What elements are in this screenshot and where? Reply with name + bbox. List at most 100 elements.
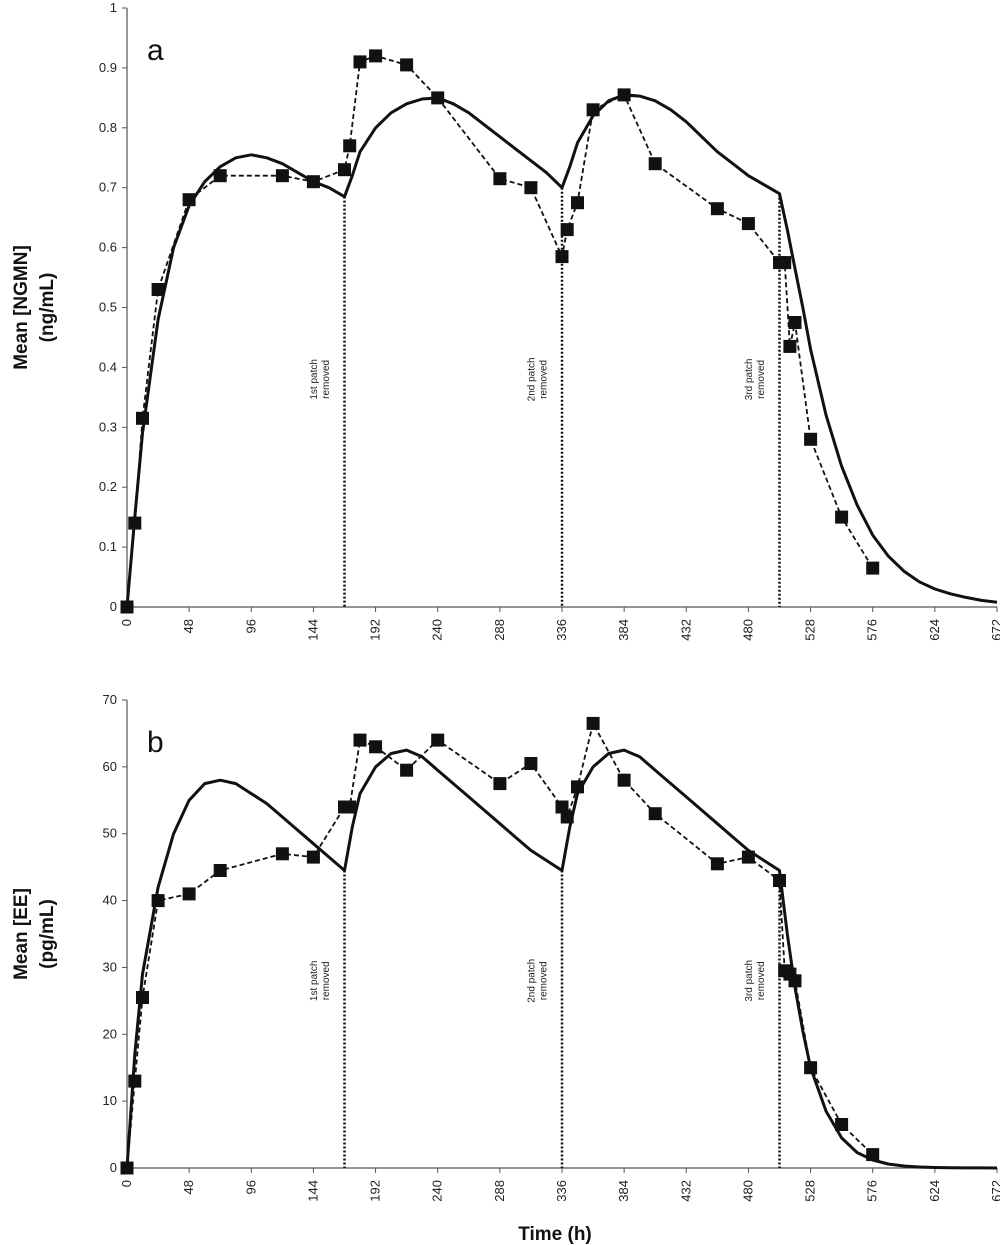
panel-a-x-tick-label: 384: [616, 619, 631, 641]
panel-b-x-tick-label: 48: [181, 1180, 196, 1194]
panel-a-observed-point: [128, 516, 142, 530]
panel-b-observed-point: [866, 1148, 880, 1162]
panel-a-y-tick-label: 0.6: [99, 240, 117, 255]
panel-a-observed-point: [136, 411, 149, 425]
panel-a-x-tick-label: 144: [305, 619, 320, 641]
panel-a-x-tick-label: 192: [368, 619, 383, 641]
panel-a-x-tick-label: 480: [740, 619, 755, 641]
panel-b-observed-point: [136, 991, 149, 1004]
panel-a-observed-point: [400, 58, 414, 72]
panel-b-chart: 0 10 20 30 40 50 60 70 0 48 96 144 192 240 288 336 384 43…: [11, 692, 1000, 1202]
panel-a-patch-annotation: removed: [539, 360, 550, 399]
panel-a-y-tick-label: 0.9: [99, 60, 117, 75]
panel-b-x-tick-label: 96: [243, 1180, 258, 1194]
panel-b-observed-point: [182, 887, 196, 901]
panel-a-observed-point: [710, 202, 724, 216]
panel-b-observed-point: [586, 716, 600, 730]
panel-b-y-tick-label: 50: [103, 826, 117, 841]
panel-b-observed-point: [306, 850, 320, 864]
panel-a-x-tick-label: 288: [492, 619, 507, 641]
panel-a-x-tick-label: 0: [119, 619, 134, 626]
panel-b-observed-point: [369, 740, 383, 754]
panel-a-x-tick-label: 528: [803, 619, 818, 641]
panel-a-y-tick-label: 0: [110, 599, 117, 614]
panel-a-model-curve: [125, 93, 998, 608]
panel-b-x-tick-label: 480: [740, 1180, 755, 1202]
panel-b-observed-point: [710, 857, 724, 871]
panel-b-observed-point: [560, 810, 574, 824]
panel-a-y-tick-label: 0.2: [99, 479, 117, 494]
panel-a-y-tick-label: 1: [110, 0, 117, 15]
panel-a-observed-point: [835, 510, 849, 524]
panel-b-y-tick-label: 10: [103, 1093, 117, 1108]
panel-b-patch-annotation: 1st patch: [309, 961, 320, 1002]
panel-b-observed-point: [213, 864, 227, 877]
panel-a-y-axis-title: Mean [NGMN]: [11, 245, 32, 370]
panel-b-observed-point: [151, 894, 165, 908]
panel-b-y-tick-label: 0: [110, 1160, 117, 1175]
panel-b-x-tick-label: 384: [616, 1180, 631, 1202]
panel-b-y-tick-label: 70: [103, 692, 117, 707]
panel-a-observed-point: [431, 91, 445, 105]
panel-a-observed-point: [804, 432, 818, 446]
panel-a-x-tick-label: 576: [865, 619, 880, 641]
panel-a-observed-point: [571, 196, 584, 210]
panel-b-patch-annotation: removed: [321, 961, 332, 1000]
panel-b-observed-point: [431, 733, 445, 747]
panel-a-y-tick-label: 0.3: [99, 419, 117, 434]
panel-a-observed-point: [783, 339, 797, 353]
panel-a-observed-point: [338, 163, 351, 177]
panel-a-x-tick-label: 672: [989, 619, 1000, 641]
panel-b-patch-annotation: 2nd patch: [527, 959, 538, 1003]
panel-b-y-axis-title: Mean [EE]: [11, 888, 32, 980]
panel-a-patch-annotation: 2nd patch: [527, 357, 538, 401]
panel-a-chart: 0 0.1 0.2 0.3 0.4 0.5 0.6 0.7 0.8 0.9 1 0 48 96 144 192…: [11, 0, 1000, 641]
panel-b-patch-annotation: 3rd patch: [744, 960, 755, 1002]
panel-b-model-curve: [125, 748, 998, 1170]
panel-a-patch-annotation: removed: [756, 360, 767, 399]
panel-b-x-tick-label: 576: [865, 1180, 880, 1202]
panel-b-y-axis-unit: (pg/mL): [37, 899, 58, 969]
panel-a-observed-point: [369, 49, 383, 63]
panel-a-observed-point: [343, 139, 357, 153]
panel-a-observed-point: [560, 223, 574, 237]
panel-a-y-tick-label: 0.4: [99, 359, 117, 374]
panel-a-observed-point: [493, 172, 507, 186]
panel-b-observed-point: [773, 874, 786, 887]
panel-b-observed-point: [804, 1061, 818, 1075]
panel-b-observed-point: [571, 780, 584, 794]
panel-a-observed-point: [617, 88, 631, 102]
panel-a-observed-point: [741, 217, 755, 231]
panel-b-y-tick-label: 40: [103, 893, 117, 908]
panel-a-observed-point: [866, 561, 880, 575]
panel-a-patch-annotation: removed: [321, 360, 332, 399]
panel-b-x-tick-label: 288: [492, 1180, 507, 1202]
panel-a-y-tick-label: 0.1: [99, 539, 117, 554]
panel-a-observed-point: [524, 181, 538, 195]
panel-a-x-tick-label: 624: [927, 619, 942, 641]
panel-b-observed-point: [648, 807, 662, 821]
panel-b-x-tick-label: 192: [368, 1180, 383, 1202]
panel-b-x-tick-label: 0: [119, 1180, 134, 1187]
panel-a-observed-point: [213, 169, 227, 183]
panel-b-observed-point: [835, 1118, 849, 1131]
panel-b-y-tick-label: 20: [103, 1026, 117, 1041]
panel-a-observed-point: [120, 600, 134, 614]
panel-a-y-tick-label: 0.5: [99, 300, 117, 315]
panel-b-observed-point: [275, 847, 289, 861]
panel-b-x-tick-label: 240: [430, 1180, 445, 1202]
panel-b-observed-point: [617, 773, 631, 787]
panel-b-observed-point: [353, 733, 367, 747]
panel-b-x-tick-label: 624: [927, 1180, 942, 1202]
panel-b-observed-point: [788, 974, 802, 988]
panel-b-observed-point: [400, 763, 414, 777]
panel-b-y-tick-label: 60: [103, 759, 117, 774]
panel-a-observed-point: [353, 55, 367, 69]
panel-a-y-axis-unit: (ng/mL): [37, 273, 58, 343]
panel-a-observed-point: [648, 157, 662, 171]
panel-a-x-tick-label: 96: [243, 619, 258, 633]
panel-a-observed-point: [275, 169, 289, 183]
panel-b-x-tick-label: 672: [989, 1180, 1000, 1202]
panel-a-y-tick-label: 0.8: [99, 120, 117, 135]
